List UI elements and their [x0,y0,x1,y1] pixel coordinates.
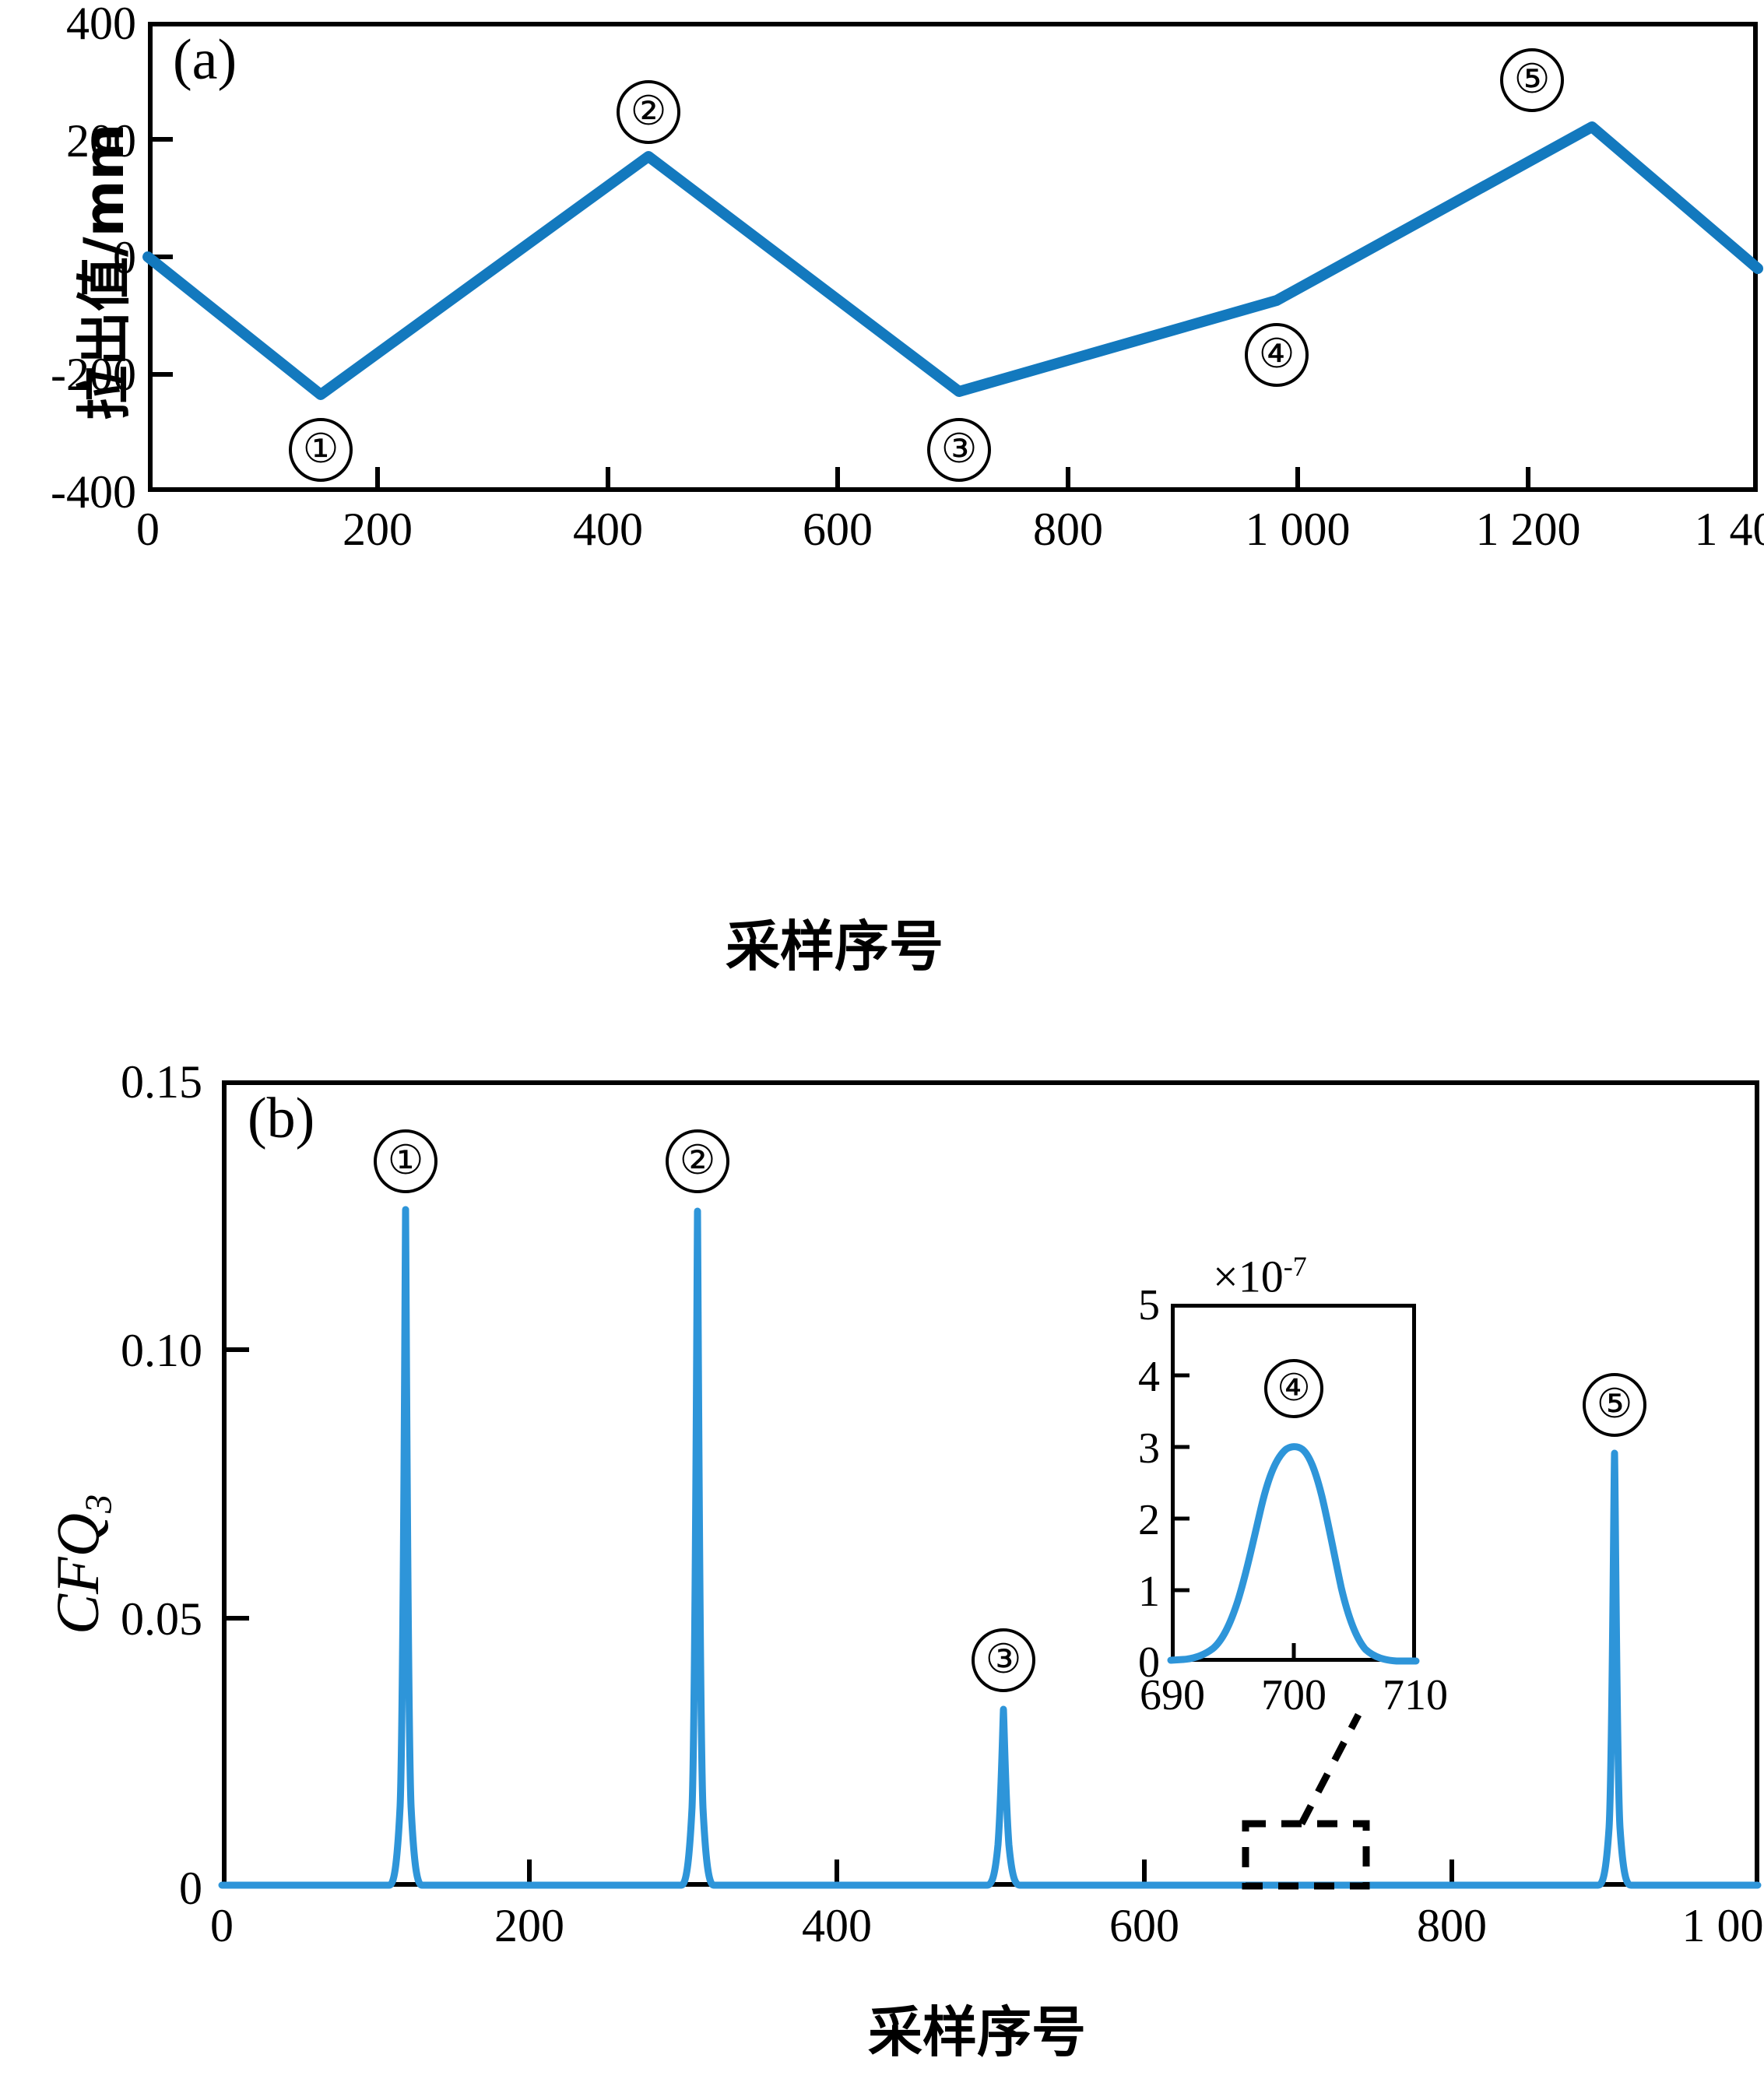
panel-a-xtick-1400: 1 400 [1694,504,1764,555]
panel-b-marker-2: ② [666,1129,729,1193]
panel-a-ytick-n200: -200 [51,349,136,400]
panel-a-marker-1: ① [289,418,353,482]
inset-data-line [1167,1443,1420,1665]
panel-a-xtick-1200: 1 200 [1475,504,1581,555]
panel-b-letter: (b) [248,1087,315,1150]
inset-ytick-1: 1 [1138,1568,1160,1616]
panel-a-data-line [142,121,1763,400]
panel-a-xtick-0: 0 [136,504,160,555]
panel-b-y-ticks [222,1347,249,1621]
inset-svg [1167,1373,1420,1665]
panel-a-ytick-0: 0 [113,232,136,283]
panel-b-xtick-1000: 1 000 [1681,1900,1764,1951]
inset-xtick-710: 710 [1383,1671,1448,1719]
panel-a-xtick-400: 400 [573,504,643,555]
panel-a-ytick-n400: -400 [51,466,136,518]
inset-ytick-0: 0 [1138,1638,1160,1687]
panel-b-ytick-015: 0.15 [121,1056,202,1108]
panel-b-xtick-200: 200 [494,1900,564,1951]
panel-a-svg [142,121,1763,492]
panel-b-ytick-005: 0.05 [121,1593,202,1645]
inset-xtick-700: 700 [1261,1671,1327,1719]
panel-a-xtick-1000: 1 000 [1245,504,1351,555]
panel-b-ytick-010: 0.10 [121,1325,202,1376]
inset-ytick-3: 3 [1138,1424,1160,1473]
panel-a-xtick-800: 800 [1033,504,1103,555]
panel-b-xtick-600: 600 [1109,1900,1179,1951]
inset-scale-label: ×10-7 [1213,1250,1307,1302]
inset-scale-mantissa: 10 [1238,1251,1284,1302]
panel-b-marker-3: ③ [972,1628,1035,1692]
panel-a-marker-5: ⑤ [1500,48,1564,112]
panel-a-x-axis-title: 采样序号 [726,915,943,978]
panel-b: (b) 0.15 0.10 0.05 0 CFQ3 0 200 400 600 … [0,1043,1764,2086]
panel-b-marker-1: ① [374,1129,437,1193]
panel-a: (a) 400 200 0 -200 -400 拉出值/mm 0 200 400… [0,0,1764,1012]
panel-b-ytick-0: 0 [179,1863,202,1914]
inset-y-ticks [1171,1373,1189,1593]
panel-b-inset: ×10-7 5 4 3 2 1 0 690 700 710 [1109,1222,1544,1717]
inset-scale-times: × [1213,1251,1239,1302]
inset-xtick-690: 690 [1140,1671,1205,1719]
panel-a-ytick-400: 400 [66,0,136,49]
inset-ytick-5: 5 [1138,1281,1160,1329]
panel-b-xtick-400: 400 [802,1900,872,1951]
panel-a-marker-4: ④ [1245,323,1309,387]
panel-a-x-ticks [375,467,1530,492]
panel-b-zoom-connector [1298,1712,1362,1826]
panel-a-marker-2: ② [617,80,680,144]
panel-b-data-line [218,1206,1762,1889]
inset-ytick-4: 4 [1138,1353,1160,1401]
inset-ytick-2: 2 [1138,1496,1160,1544]
inset-marker-4: ④ [1264,1359,1323,1418]
panel-b-marker-5: ⑤ [1583,1373,1646,1437]
inset-scale-exponent: -7 [1283,1251,1307,1282]
panel-b-zoom-box [1242,1820,1370,1890]
panel-b-svg [218,1206,1762,1890]
panel-a-ytick-200: 200 [66,115,136,167]
panel-a-xtick-200: 200 [343,504,413,555]
panel-b-xtick-800: 800 [1417,1900,1487,1951]
panel-b-xtick-0: 0 [210,1900,234,1951]
panel-a-letter: (a) [173,28,237,92]
panel-a-marker-3: ③ [927,418,991,482]
panel-a-xtick-600: 600 [803,504,873,555]
panel-b-x-axis-title: 采样序号 [868,2000,1086,2064]
